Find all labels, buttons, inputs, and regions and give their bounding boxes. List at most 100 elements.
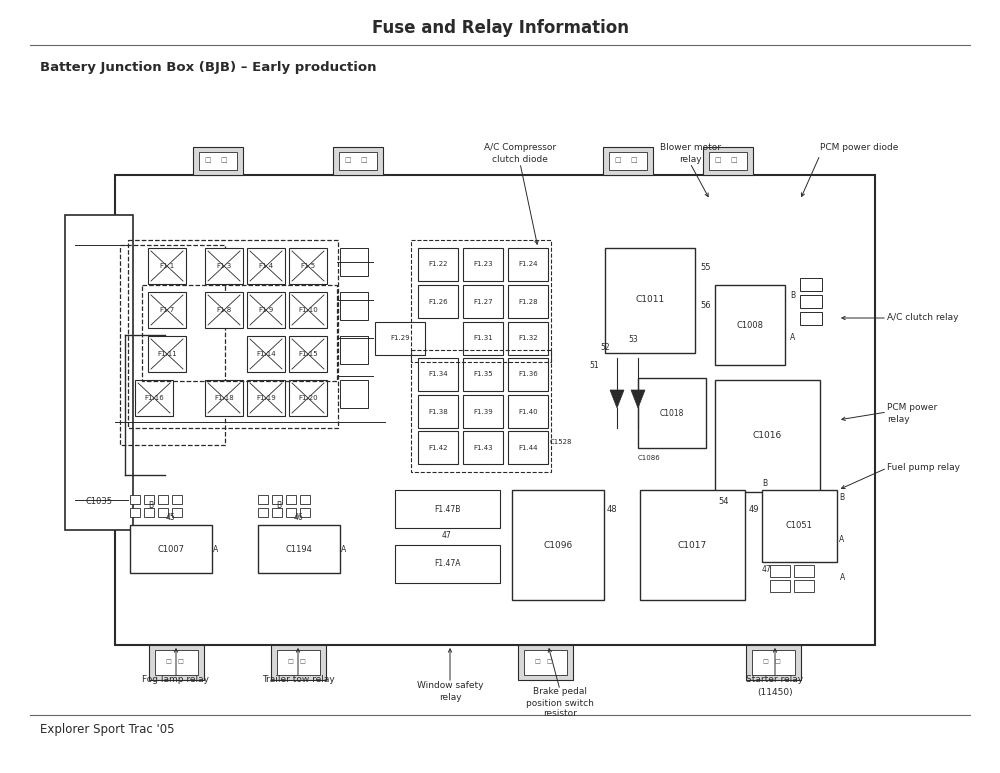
Text: □: □ <box>345 157 351 163</box>
Bar <box>172 495 182 504</box>
Bar <box>418 285 458 318</box>
Text: C1096: C1096 <box>543 540 573 550</box>
Text: C1007: C1007 <box>158 544 184 553</box>
Text: □: □ <box>205 157 211 163</box>
Bar <box>247 248 285 284</box>
Text: Fuel pump relay: Fuel pump relay <box>887 464 960 472</box>
Text: F1.24: F1.24 <box>518 261 538 267</box>
Bar <box>158 508 168 517</box>
Text: B: B <box>839 493 844 502</box>
Text: Window safety: Window safety <box>417 680 483 690</box>
Bar <box>115 175 875 645</box>
Bar <box>120 245 225 445</box>
Bar <box>300 495 310 504</box>
Text: clutch diode: clutch diode <box>492 155 548 165</box>
Text: □: □ <box>615 157 621 163</box>
Bar <box>130 525 212 573</box>
Text: F1.15: F1.15 <box>298 351 318 357</box>
Text: (11450): (11450) <box>757 687 793 696</box>
Bar <box>205 248 243 284</box>
Text: □: □ <box>631 157 637 163</box>
Bar <box>247 336 285 372</box>
Bar <box>130 508 140 517</box>
Bar <box>715 285 785 365</box>
Text: F1.26: F1.26 <box>428 298 448 305</box>
Bar <box>272 508 282 517</box>
Bar <box>395 490 500 528</box>
Text: relay: relay <box>887 416 910 424</box>
Bar <box>800 312 822 325</box>
Bar <box>286 508 296 517</box>
Bar <box>144 508 154 517</box>
Text: F1.23: F1.23 <box>473 261 493 267</box>
Bar <box>703 147 753 175</box>
Text: 56: 56 <box>700 301 711 309</box>
Text: □: □ <box>299 659 305 665</box>
Text: □: □ <box>361 157 367 163</box>
Text: □: □ <box>165 659 171 665</box>
Bar <box>333 147 383 175</box>
Text: 49: 49 <box>749 506 760 515</box>
Text: F1.8: F1.8 <box>216 307 232 313</box>
Text: 45: 45 <box>166 513 176 523</box>
Text: F1.7: F1.7 <box>159 307 175 313</box>
Bar <box>518 645 573 680</box>
Polygon shape <box>610 390 624 408</box>
Bar <box>508 358 548 391</box>
Text: F1.4: F1.4 <box>258 263 274 269</box>
Text: C1194: C1194 <box>286 544 312 553</box>
Bar <box>258 525 340 573</box>
Text: C1528: C1528 <box>550 439 572 445</box>
Bar <box>605 248 695 353</box>
Bar <box>65 215 133 530</box>
Bar <box>340 248 368 276</box>
Bar <box>395 545 500 583</box>
Bar <box>508 248 548 281</box>
Text: A: A <box>790 333 795 342</box>
Bar <box>794 580 814 592</box>
Text: C1008: C1008 <box>736 321 764 329</box>
Bar <box>715 380 820 492</box>
Bar <box>130 495 140 504</box>
Bar <box>205 380 243 416</box>
Bar <box>172 508 182 517</box>
Bar <box>800 295 822 308</box>
Text: F1.16: F1.16 <box>144 395 164 401</box>
Text: F1.38: F1.38 <box>428 408 448 414</box>
Text: A/C clutch relay: A/C clutch relay <box>887 314 958 322</box>
Text: □: □ <box>762 659 768 665</box>
Text: F1.3: F1.3 <box>216 263 232 269</box>
Bar <box>144 495 154 504</box>
Bar <box>148 248 186 284</box>
Text: □: □ <box>774 659 780 665</box>
Bar <box>794 565 814 577</box>
Bar <box>135 380 173 416</box>
Bar <box>770 580 790 592</box>
Text: A/C Compressor: A/C Compressor <box>484 144 556 152</box>
Text: □: □ <box>221 157 227 163</box>
Text: □: □ <box>534 659 540 665</box>
Text: C1011: C1011 <box>635 295 665 305</box>
Text: Starter relay: Starter relay <box>746 676 804 685</box>
Bar <box>524 650 567 675</box>
Text: F1.32: F1.32 <box>518 335 538 342</box>
Text: position switch: position switch <box>526 699 594 707</box>
Text: Blower motor: Blower motor <box>660 144 720 152</box>
Text: 47: 47 <box>442 530 452 540</box>
Bar <box>300 508 310 517</box>
Text: 46: 46 <box>294 513 304 523</box>
Text: F1.5: F1.5 <box>300 263 316 269</box>
Text: A: A <box>213 544 218 553</box>
Text: Trailer tow relay: Trailer tow relay <box>262 676 334 685</box>
Text: F1.28: F1.28 <box>518 298 538 305</box>
Text: □: □ <box>715 157 721 163</box>
Bar <box>271 645 326 680</box>
Bar <box>746 645 801 680</box>
Text: □: □ <box>731 157 737 163</box>
Text: F1.29: F1.29 <box>390 335 410 342</box>
Text: F1.14: F1.14 <box>256 351 276 357</box>
Text: F1.35: F1.35 <box>473 372 493 377</box>
Bar <box>411 350 551 472</box>
Text: Fog lamp relay: Fog lamp relay <box>143 676 210 685</box>
Bar <box>463 395 503 428</box>
